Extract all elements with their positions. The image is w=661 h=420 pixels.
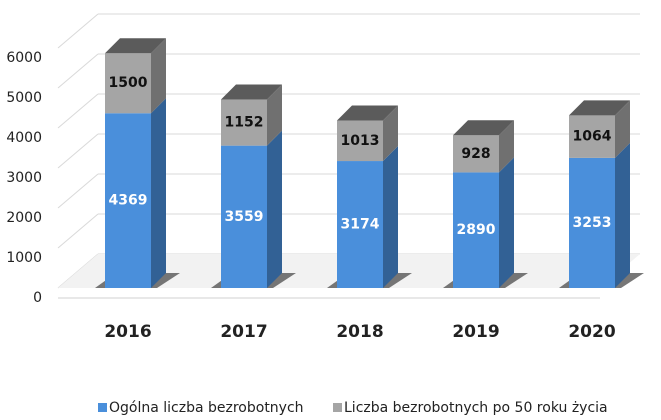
- bar-segment: [569, 100, 630, 158]
- x-tick-label: 2017: [220, 322, 267, 342]
- value-label: 3253: [573, 215, 612, 231]
- grid-line-side: [57, 53, 99, 89]
- grid-line-side: [57, 93, 99, 129]
- value-label: 1152: [225, 115, 264, 131]
- bar-front: [569, 157, 615, 288]
- bar-front: [337, 161, 383, 288]
- bar-front: [453, 135, 499, 173]
- bar-front: [221, 99, 267, 146]
- bar-side: [151, 38, 166, 114]
- y-tick-label: 2000: [6, 210, 42, 226]
- bar-segment: [105, 38, 166, 114]
- y-tick-label: 3000: [6, 170, 42, 186]
- bar-side: [267, 130, 282, 288]
- y-tick-label: 5000: [6, 90, 42, 106]
- bar-side: [499, 157, 514, 288]
- bar-top: [569, 100, 630, 116]
- legend-label: Ogólna liczba bezrobotnych: [109, 400, 304, 416]
- y-tick-label: 1000: [6, 250, 42, 266]
- value-label: 4369: [109, 193, 148, 209]
- grid-line-side: [57, 213, 99, 249]
- bar-front: [337, 120, 383, 162]
- bar-side: [267, 84, 282, 146]
- legend-swatch: [333, 403, 342, 412]
- y-tick-label: 6000: [6, 50, 42, 66]
- bar-front: [105, 113, 151, 289]
- value-label: 1500: [109, 75, 148, 91]
- legend-swatch: [98, 403, 107, 412]
- bar-side: [383, 146, 398, 288]
- bar-segment: [569, 142, 630, 288]
- bar-segment: [453, 157, 514, 288]
- x-tick-label: 2018: [336, 322, 383, 342]
- x-tick-label: 2016: [104, 322, 151, 342]
- bar-segment: [105, 98, 166, 289]
- value-label: 1064: [573, 129, 612, 145]
- bar-side: [615, 100, 630, 158]
- bar-segment: [337, 105, 398, 162]
- grid-line-side: [57, 173, 99, 209]
- grid-line-side: [57, 13, 99, 49]
- grid-line-side: [57, 133, 99, 169]
- bar-top: [105, 38, 166, 54]
- bar-front: [569, 115, 615, 158]
- bar-segment: [221, 130, 282, 288]
- bar-top: [453, 120, 514, 136]
- bar-top: [337, 105, 398, 121]
- value-label: 3174: [341, 217, 380, 233]
- legend-label: Liczba bezrobotnych po 50 roku życia: [344, 400, 608, 416]
- bar-front: [453, 172, 499, 288]
- bar-side: [615, 142, 630, 288]
- bar-segment: [453, 120, 514, 173]
- y-tick-label: 0: [33, 290, 42, 306]
- bar-segment: [337, 146, 398, 288]
- bar-top: [221, 84, 282, 100]
- bar-side: [383, 105, 398, 162]
- bar-segment: [221, 84, 282, 146]
- value-label: 1013: [341, 133, 380, 149]
- value-label: 2890: [457, 222, 496, 238]
- x-tick-label: 2019: [452, 322, 499, 342]
- bar-side: [151, 98, 166, 289]
- x-tick-label: 2020: [568, 322, 615, 342]
- bar-side: [499, 120, 514, 173]
- value-label: 928: [461, 146, 490, 162]
- y-tick-label: 4000: [6, 130, 42, 146]
- bar-front: [105, 53, 151, 114]
- bar-front: [221, 145, 267, 288]
- value-label: 3559: [225, 209, 264, 225]
